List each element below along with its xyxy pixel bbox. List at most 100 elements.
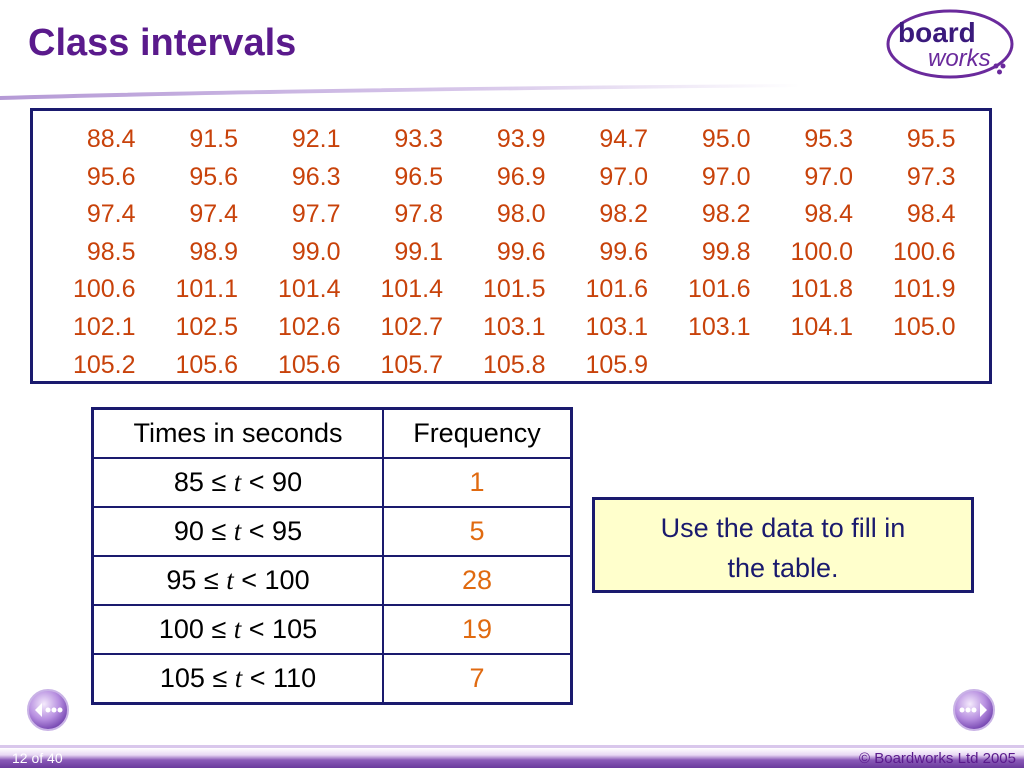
data-value: 94.7 (599, 125, 648, 153)
data-value: 93.3 (394, 125, 443, 153)
page-title: Class intervals (28, 22, 297, 64)
header-times: Times in seconds (91, 407, 384, 459)
data-value: 93.9 (496, 125, 546, 153)
data-value (648, 347, 751, 385)
data-value: 105.8 (482, 350, 546, 379)
data-value: 88.4 (86, 125, 136, 153)
table-row: 105 ≤ t < 110 7 (91, 653, 573, 705)
data-value: 99.8 (701, 237, 751, 266)
previous-slide-button[interactable] (26, 688, 70, 732)
copyright-text: © Boardworks Ltd 2005 (859, 750, 1016, 767)
data-value: 97.4 (189, 200, 238, 229)
data-value (751, 347, 854, 385)
data-value: 100.6 (892, 237, 956, 266)
data-value: 105.2 (72, 350, 136, 379)
data-value: 101.4 (380, 275, 443, 304)
data-value: 97.8 (394, 200, 443, 229)
data-value: 101.6 (687, 275, 751, 304)
table-row: 85 ≤ t < 90 1 (91, 457, 573, 508)
data-value: 95.3 (804, 125, 853, 153)
data-value: 98.4 (906, 200, 956, 229)
instruction-line-2: the table. (727, 553, 839, 583)
data-value: 96.3 (291, 162, 341, 191)
data-value: 105.9 (585, 350, 648, 379)
data-value: 99.6 (496, 237, 546, 266)
data-value: 105.6 (277, 350, 341, 379)
data-value: 102.6 (277, 312, 341, 341)
svg-text:works: works (928, 45, 991, 72)
instruction-box: Use the data to fill in the table. (592, 497, 974, 593)
frequency-cell: 28 (382, 555, 573, 606)
boardworks-logo: board works (884, 6, 1016, 82)
raw-data-grid: 88.4 91.5 92.1 93.3 93.9 94.7 95.0 95.3 95.5 95.6… (33, 121, 956, 384)
data-value: 98.2 (701, 200, 751, 229)
data-value: 102.5 (175, 312, 238, 341)
data-value: 101.6 (585, 275, 648, 304)
data-value: 105.7 (380, 350, 443, 379)
interval-cell: 105 ≤ t < 110 (91, 653, 384, 705)
data-value: 104.1 (790, 312, 853, 341)
frequency-cell: 5 (382, 506, 573, 557)
data-value: 105.0 (892, 312, 956, 341)
data-value: 103.1 (482, 312, 546, 341)
frequency-cell: 7 (382, 653, 573, 705)
data-value: 98.0 (496, 200, 546, 229)
data-value: 102.7 (380, 312, 443, 341)
next-slide-icon (953, 689, 995, 731)
instruction-line-1: Use the data to fill in (660, 513, 906, 543)
data-value: 101.4 (277, 275, 341, 304)
table-row: 100 ≤ t < 105 19 (91, 604, 573, 655)
data-value: 100.0 (790, 237, 853, 266)
frequency-cell: 1 (382, 457, 573, 508)
raw-data-box: 88.4 91.5 92.1 93.3 93.9 94.7 95.0 95.3 95.5 95.6… (30, 108, 992, 384)
footer-bar (0, 748, 1024, 768)
data-value: 96.9 (496, 162, 546, 191)
data-value: 98.5 (86, 237, 136, 266)
table-row: 90 ≤ t < 95 5 (91, 506, 573, 557)
frequency-cell: 19 (382, 604, 573, 655)
interval-cell: 100 ≤ t < 105 (91, 604, 384, 655)
svg-text:board: board (898, 17, 976, 48)
data-value: 96.5 (394, 162, 443, 191)
header-frequency: Frequency (382, 407, 573, 459)
previous-slide-icon (27, 689, 69, 731)
data-value: 98.9 (189, 237, 238, 266)
data-value (853, 347, 956, 385)
data-value: 97.4 (86, 200, 136, 229)
data-value: 101.8 (790, 275, 853, 304)
data-value: 97.0 (701, 162, 751, 191)
data-value: 91.5 (189, 125, 238, 153)
data-value: 100.6 (72, 275, 136, 304)
data-value: 95.5 (906, 125, 956, 153)
data-value: 101.1 (175, 275, 238, 304)
next-slide-button[interactable] (952, 688, 996, 732)
data-value: 103.1 (687, 312, 751, 341)
data-value: 97.3 (906, 162, 956, 191)
interval-cell: 95 ≤ t < 100 (91, 555, 384, 606)
data-value: 92.1 (291, 125, 341, 153)
data-value: 101.9 (892, 275, 956, 304)
data-value: 105.6 (175, 350, 238, 379)
data-value: 97.7 (291, 200, 341, 229)
data-value: 98.4 (804, 200, 853, 229)
data-value: 102.1 (72, 312, 136, 341)
interval-cell: 85 ≤ t < 90 (91, 457, 384, 508)
interval-cell: 90 ≤ t < 95 (91, 506, 384, 557)
data-value: 95.6 (86, 162, 136, 191)
data-value: 97.0 (804, 162, 853, 191)
footer-divider (0, 745, 1024, 748)
data-value: 97.0 (599, 162, 648, 191)
data-value: 98.2 (599, 200, 648, 229)
frequency-table: Times in seconds Frequency 85 ≤ t < 90 1… (91, 407, 573, 705)
data-value: 99.6 (599, 237, 648, 266)
table-row: 95 ≤ t < 100 28 (91, 555, 573, 606)
data-value: 99.1 (394, 237, 443, 266)
data-value: 101.5 (482, 275, 546, 304)
data-value: 103.1 (585, 312, 648, 341)
data-value: 95.0 (701, 125, 751, 153)
table-header-row: Times in seconds Frequency (91, 407, 573, 459)
data-value: 95.6 (189, 162, 238, 191)
data-value: 99.0 (291, 237, 341, 266)
title-underline (0, 84, 800, 100)
page-indicator: 12 of 40 (12, 750, 63, 766)
